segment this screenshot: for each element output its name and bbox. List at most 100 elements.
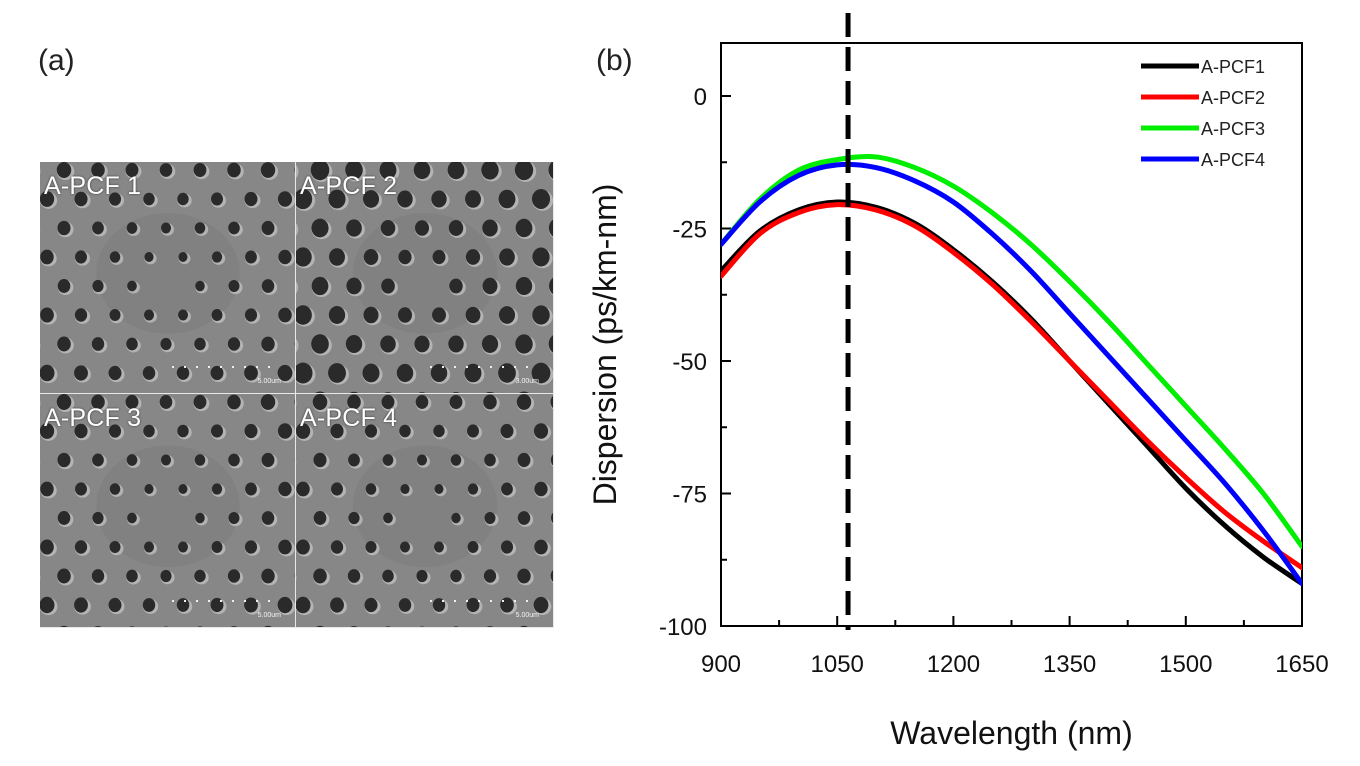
sem-hole [398,249,412,265]
sem-hole [515,334,533,354]
sem-hole [125,394,139,410]
sem-hole-edge [40,168,41,175]
sem-hole [296,247,312,267]
sem-hole [398,598,412,612]
y-tick-label: 0 [694,84,707,111]
sem-hole [245,482,257,496]
panel-b-label: (b) [596,44,633,77]
sem-hole [109,308,121,322]
sem-hole-edge [296,164,299,179]
sem-hole [57,336,71,352]
sem-hole [211,541,223,553]
sem-hole [74,191,88,207]
sem-hole [418,392,426,393]
sem-hole [348,511,360,525]
sem-hole [419,626,425,627]
sem-hole [294,458,295,462]
scale-dot [172,600,174,602]
sem-hole [330,540,344,554]
sem-hole-edge [296,400,297,407]
legend-label-3: A-PCF3 [1201,119,1265,139]
sem-hole [227,162,241,178]
sem-hole [74,597,88,613]
sem-hole [363,249,379,265]
x-tick-label: 1350 [1043,651,1096,678]
sem-hole [346,219,362,237]
sem-hole [294,573,295,579]
series-group [721,153,1302,587]
sem-hole [548,219,553,237]
sem-hole [211,483,223,495]
scale-dot [268,600,270,602]
sem-hole [448,220,464,236]
sem-hole [481,335,499,353]
sem-image-3 [40,394,295,628]
sem-hole [211,192,223,206]
sem-hole [227,337,241,351]
sem-hole [40,596,55,614]
legend-label-4: A-PCF4 [1201,150,1265,170]
sem-hole [176,366,190,380]
sem-hole [108,597,122,613]
sem-hole [500,597,514,613]
sem-hole-edge [91,627,108,628]
sem-hole [57,220,71,236]
sem-hole [347,569,361,583]
sem-hole [40,191,55,207]
sem-hole [277,191,293,207]
x-tick-label: 1050 [811,651,864,678]
sem-hole-edge [125,627,142,628]
sem-hole [531,362,551,384]
scale-dot [526,600,528,602]
sem-hole [40,423,55,439]
sem-hole [108,192,122,206]
sem-hole [328,306,346,324]
sem-hole [397,190,413,208]
sem-hole [294,399,295,405]
sem-hole [517,511,531,525]
scale-dot [454,600,456,602]
sem-hole [211,251,223,263]
sem-hole [194,222,206,234]
sem-hole [92,279,104,293]
sem-hole [296,596,311,614]
scale-dot [220,600,222,602]
sem-scale-3: 5.00um [257,612,281,619]
sem-hole [310,162,330,181]
sem-hole [499,248,515,266]
sem-hole [194,337,206,351]
sem-hole [413,162,431,180]
sem-hole-edge [227,627,244,628]
sem-hole [261,336,275,352]
sem-hole [126,337,138,351]
sem-hole [515,218,533,238]
sem-hole [382,454,394,466]
sem-hole [296,188,313,210]
sem-tile-3: A-PCF 3 5.00um [40,394,296,628]
sem-hole [277,364,293,382]
sem-hole [56,162,72,178]
sem-hole [415,395,429,409]
sem-hole [449,394,463,410]
sem-hole [533,596,549,614]
sem-scale-2: 3.00um [515,378,539,385]
sem-hole [160,454,172,466]
sem-hole [197,626,203,627]
sem-hole [261,279,275,293]
scale-dot [256,366,258,368]
scale-dot [220,366,222,368]
sem-hole [520,625,528,627]
sem-hole [211,424,223,438]
sem-hole [453,626,459,627]
scale-dot [478,600,480,602]
sem-image-1 [40,162,295,393]
sem-hole-edge [40,400,41,407]
sem-hole [211,309,223,321]
scale-dot [208,600,210,602]
sem-hole [434,484,444,494]
sem-hole [432,307,446,323]
scale-dot [208,366,210,368]
sem-hole [144,483,154,495]
sem-scale-1: 5.00um [257,378,281,385]
sem-hole [57,279,71,293]
